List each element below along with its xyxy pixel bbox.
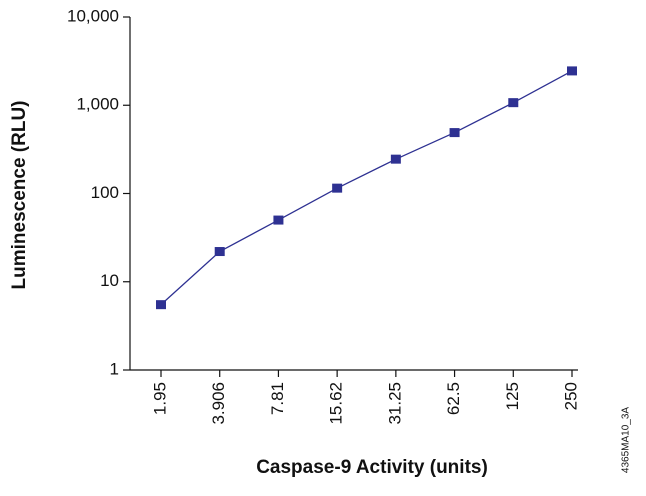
x-tick-label: 7.81 [268, 382, 287, 415]
x-tick-label: 3.906 [209, 382, 228, 425]
marker [156, 300, 166, 310]
marker [449, 128, 460, 138]
y-axis-title: Luminescence (RLU) [9, 101, 30, 290]
y-tick-label: 10,000 [67, 6, 119, 25]
y-tick-label: 100 [91, 183, 119, 202]
marker [214, 247, 225, 257]
y-tick-label: 1,000 [76, 95, 119, 114]
x-tick-label: 62.5 [444, 382, 463, 415]
line [160, 70, 573, 306]
x-axis-title: Caspase-9 Activity (units) [256, 457, 488, 478]
y-tick-label: 10 [100, 271, 119, 290]
y-tick-label: 1 [110, 359, 119, 378]
x-tick-label: 250 [561, 382, 580, 410]
marker [273, 215, 284, 225]
x-tick-label: 1.95 [150, 382, 169, 415]
marker [567, 66, 577, 76]
marker [390, 154, 401, 164]
x-tick-label: 31.25 [385, 382, 404, 425]
marker [332, 183, 343, 193]
x-tick-label: 125 [503, 382, 522, 410]
figure-id: 4365MA10_3A [621, 407, 632, 473]
marker [508, 98, 519, 108]
x-tick-label: 15.62 [327, 382, 346, 425]
